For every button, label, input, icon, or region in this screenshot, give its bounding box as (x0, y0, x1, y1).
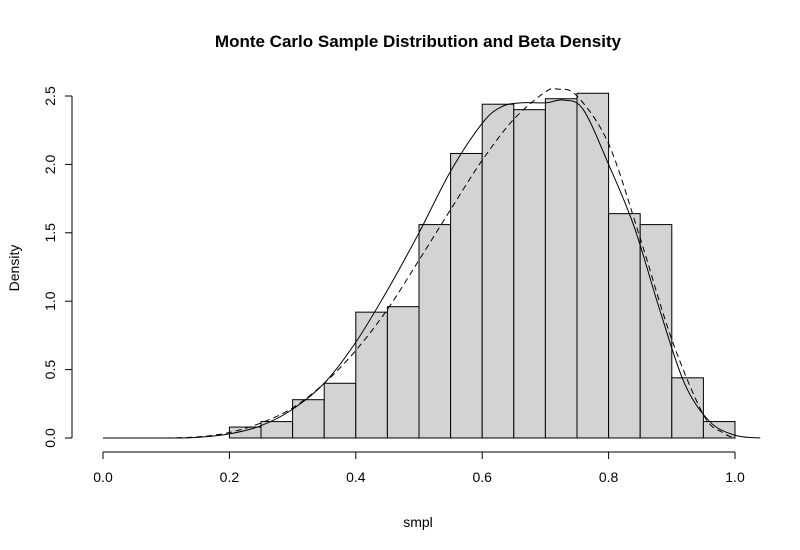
density-curve-solid (102, 99, 761, 439)
x-axis-label: smpl (403, 514, 433, 530)
histogram-bar-9 (513, 109, 546, 439)
histogram-bar-3 (323, 382, 357, 439)
histogram-bar-7 (450, 152, 483, 439)
histogram-bar-11 (576, 92, 610, 439)
y-tick-label: 2.0 (42, 154, 58, 174)
x-tick-label: 0.6 (472, 469, 492, 485)
x-tick-label: 1.0 (725, 469, 745, 485)
y-axis: 0.0 0.5 1.0 1.5 2.0 2.5 (42, 86, 73, 448)
histogram-bar-6 (418, 224, 452, 439)
y-tick-label: 1.5 (42, 223, 58, 243)
x-tick-label: 0.0 (93, 469, 113, 485)
x-tick-label: 0.2 (220, 469, 240, 485)
beta-density-curve-dashed (166, 87, 736, 439)
histogram-bar-15 (702, 421, 736, 439)
y-tick-label: 1.0 (42, 291, 58, 311)
y-tick-label: 0.5 (42, 360, 58, 380)
y-tick-label: 2.5 (42, 86, 58, 106)
y-axis-label: Density (6, 245, 22, 292)
histogram-bar-10 (544, 98, 578, 439)
histogram-bars (228, 92, 736, 439)
x-tick-label: 0.8 (599, 469, 619, 485)
chart-title: Monte Carlo Sample Distribution and Beta… (215, 32, 622, 51)
histogram-bar-12 (608, 213, 641, 439)
x-tick-label: 0.4 (346, 469, 366, 485)
histogram-bar-5 (386, 306, 420, 439)
histogram-bar-8 (481, 103, 515, 439)
y-tick-label: 0.0 (42, 428, 58, 448)
x-axis: 0.0 0.2 0.4 0.6 0.8 1.0 (93, 451, 745, 485)
histogram-bar-13 (639, 224, 673, 439)
